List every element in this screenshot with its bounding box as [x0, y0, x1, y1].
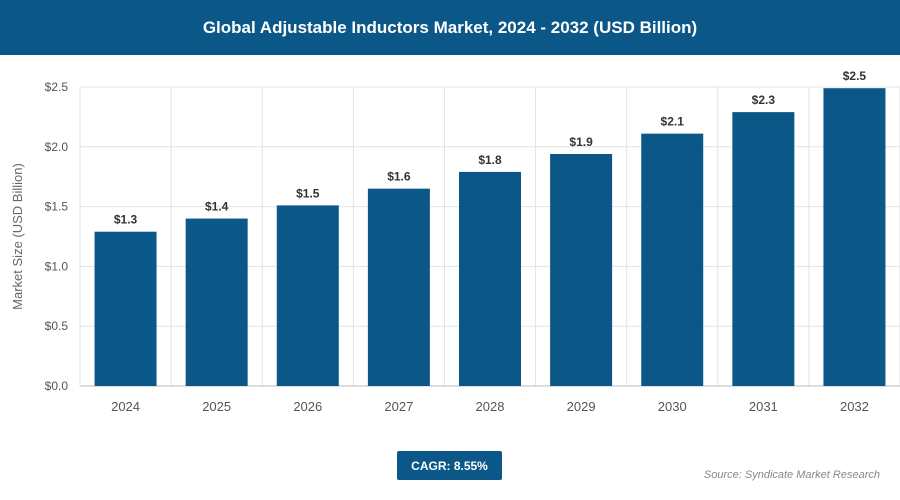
cagr-badge: CAGR: 8.55%: [397, 451, 502, 480]
x-tick-label: 2027: [384, 399, 413, 414]
data-label: $2.1: [661, 115, 685, 129]
bar-2029: [550, 153, 613, 386]
bar-2027: [367, 188, 430, 386]
x-tick-label: 2031: [749, 399, 778, 414]
x-tick-label: 2032: [840, 399, 869, 414]
bar-2031: [732, 112, 795, 386]
y-axis-title: Market Size (USD Billion): [10, 163, 25, 310]
y-tick-label: $2.0: [45, 140, 69, 154]
bar-2030: [641, 133, 704, 386]
source-note: Source: Syndicate Market Research: [703, 469, 880, 481]
x-tick-label: 2028: [476, 399, 505, 414]
bar-2028: [459, 171, 521, 386]
x-tick-label: 2029: [567, 399, 596, 414]
x-tick-label: 2024: [111, 399, 140, 414]
y-tick-label: $1.0: [45, 259, 69, 273]
x-tick-label: 2030: [658, 399, 687, 414]
y-tick-label: $0.5: [45, 319, 69, 333]
x-tick-label: 2026: [293, 399, 322, 414]
chart-title: Global Adjustable Inductors Market, 2024…: [0, 0, 900, 55]
x-tick-label: 2025: [202, 399, 231, 414]
y-tick-label: $1.5: [45, 200, 69, 214]
data-label: $2.5: [843, 69, 867, 83]
y-tick-label: $0.0: [45, 379, 69, 393]
data-label: $2.3: [752, 93, 776, 107]
data-label: $1.6: [387, 170, 411, 184]
data-label: $1.4: [205, 200, 229, 214]
data-label: $1.3: [114, 213, 138, 227]
y-tick-label: $2.5: [45, 80, 69, 94]
data-label: $1.8: [478, 153, 502, 167]
bar-2025: [185, 218, 248, 386]
bar-2024: [94, 231, 157, 386]
bar-2026: [276, 205, 339, 386]
data-label: $1.5: [296, 186, 320, 200]
data-label: $1.9: [569, 135, 593, 149]
bar-2032: [823, 88, 886, 387]
